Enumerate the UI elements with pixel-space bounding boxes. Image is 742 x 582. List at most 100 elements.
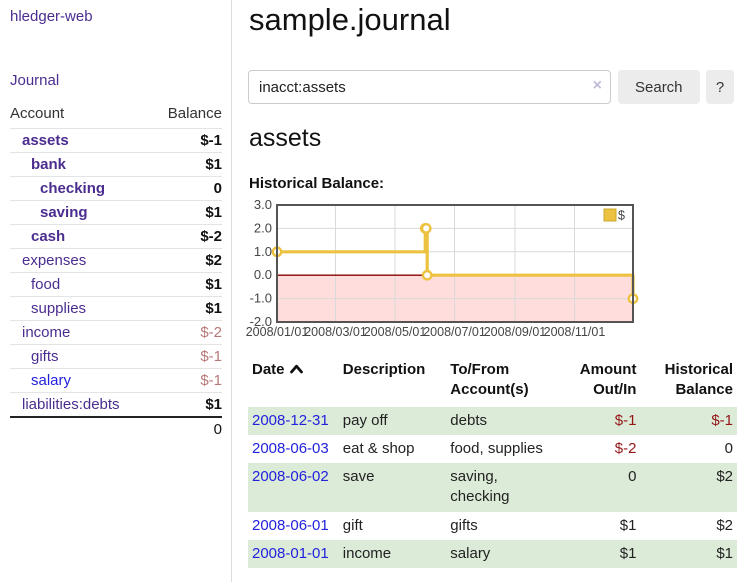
x-axis-tick-label: 2008/01/01 (246, 325, 309, 339)
help-button[interactable]: ? (706, 70, 734, 104)
historical-balance-chart: 3.02.01.00.0-1.0-2.02008/01/012008/03/01… (240, 199, 742, 344)
transaction-accounts: saving, checking (446, 463, 560, 512)
accounts-total-value: 0 (152, 417, 222, 441)
account-balance: $-1 (152, 345, 222, 369)
account-link[interactable]: saving (10, 204, 88, 221)
legend-label: $ (618, 209, 625, 223)
account-balance: 0 (152, 177, 222, 201)
accounts-header-balance: Balance (152, 102, 222, 129)
register-header-row: Date Description To/From Account(s) Amou… (248, 358, 737, 407)
account-row: assets $-1 (10, 129, 222, 153)
account-row: expenses $2 (10, 249, 222, 273)
transaction-amount: $1 (560, 512, 640, 540)
transaction-amount: $-1 (560, 407, 640, 435)
column-header-date[interactable]: Date (248, 358, 339, 407)
column-header-amount: Amount Out/In (560, 358, 640, 407)
account-link[interactable]: liabilities:debts (10, 396, 120, 413)
transaction-balance: 0 (640, 435, 737, 463)
account-link[interactable]: expenses (10, 252, 86, 269)
account-row: salary $-1 (10, 369, 222, 393)
transaction-row: 2008-12-31 pay off debts $-1 $-1 (248, 407, 737, 435)
transaction-description: income (339, 540, 447, 568)
account-row: bank $1 (10, 153, 222, 177)
account-row: food $1 (10, 273, 222, 297)
chart-data-point (422, 224, 430, 232)
account-row: supplies $1 (10, 297, 222, 321)
account-balance: $-2 (152, 321, 222, 345)
transaction-row: 2008-01-01 income salary $1 $1 (248, 540, 737, 568)
transaction-balance: $1 (640, 540, 737, 568)
column-header-description: Description (339, 358, 447, 407)
clear-search-icon[interactable]: × (593, 77, 602, 95)
account-row: gifts $-1 (10, 345, 222, 369)
account-balance: $1 (152, 273, 222, 297)
accounts-total-row: 0 (10, 417, 222, 441)
transaction-accounts: debts (446, 407, 560, 435)
chart-canvas: 3.02.01.00.0-1.0-2.02008/01/012008/03/01… (240, 199, 742, 344)
account-balance: $2 (152, 249, 222, 273)
transaction-description: gift (339, 512, 447, 540)
account-link[interactable]: cash (10, 228, 65, 245)
page-title: sample.journal (249, 2, 451, 38)
y-axis-tick-label: 3.0 (254, 199, 272, 212)
account-balance: $-1 (152, 129, 222, 153)
x-axis-tick-label: 2008/07/01 (423, 325, 486, 339)
column-header-date-label: Date (252, 361, 285, 378)
account-link[interactable]: salary (10, 372, 71, 389)
transaction-accounts: salary (446, 540, 560, 568)
account-title: assets (249, 124, 321, 153)
transaction-accounts: gifts (446, 512, 560, 540)
account-link[interactable]: gifts (10, 348, 59, 365)
chart-data-point (423, 271, 431, 279)
transaction-date-link[interactable]: 2008-06-02 (252, 468, 329, 485)
account-link[interactable]: assets (10, 132, 69, 149)
column-header-accounts: To/From Account(s) (446, 358, 560, 407)
transaction-amount: $-2 (560, 435, 640, 463)
sidebar: hledger-web Journal Account Balance asse… (0, 0, 232, 582)
account-row: checking 0 (10, 177, 222, 201)
transaction-balance: $-1 (640, 407, 737, 435)
search-button[interactable]: Search (618, 70, 700, 104)
transaction-amount: 0 (560, 463, 640, 512)
transaction-date-link[interactable]: 2008-12-31 (252, 412, 329, 429)
y-axis-tick-label: 1.0 (254, 244, 272, 259)
accounts-header-account: Account (10, 102, 152, 129)
legend-swatch (604, 209, 616, 221)
transaction-description: save (339, 463, 447, 512)
account-link[interactable]: bank (10, 156, 66, 173)
account-row: liabilities:debts $1 (10, 393, 222, 418)
account-balance: $1 (152, 153, 222, 177)
sort-ascending-icon (290, 360, 303, 380)
transaction-description: pay off (339, 407, 447, 435)
transaction-amount: $1 (560, 540, 640, 568)
search-input-wrap: × (248, 70, 611, 104)
account-row: cash $-2 (10, 225, 222, 249)
account-link[interactable]: food (10, 276, 60, 293)
transaction-balance: $2 (640, 512, 737, 540)
x-axis-tick-label: 2008/11/01 (544, 325, 606, 339)
accounts-total-spacer (10, 417, 152, 441)
transaction-row: 2008-06-03 eat & shop food, supplies $-2… (248, 435, 737, 463)
account-balance: $1 (152, 297, 222, 321)
account-link[interactable]: income (10, 324, 70, 341)
search-input[interactable] (248, 70, 611, 104)
x-axis-tick-label: 2008/09/01 (484, 325, 547, 339)
y-axis-tick-label: 2.0 (254, 220, 272, 235)
accounts-table: Account Balance assets $-1 bank $1 check… (10, 102, 222, 441)
transaction-balance: $2 (640, 463, 737, 512)
transaction-description: eat & shop (339, 435, 447, 463)
y-axis-tick-label: -1.0 (250, 291, 272, 306)
search-form: × Search ? (248, 70, 734, 104)
account-link[interactable]: supplies (10, 300, 86, 317)
transaction-date-link[interactable]: 2008-01-01 (252, 545, 329, 562)
x-axis-tick-label: 2008/03/01 (304, 325, 367, 339)
y-axis-tick-label: 0.0 (254, 267, 272, 282)
account-link[interactable]: checking (10, 180, 105, 197)
account-balance: $-2 (152, 225, 222, 249)
sidebar-item-journal[interactable]: Journal (10, 72, 59, 89)
transaction-date-link[interactable]: 2008-06-03 (252, 440, 329, 457)
account-row: saving $1 (10, 201, 222, 225)
brand-link[interactable]: hledger-web (10, 8, 93, 25)
transaction-date-link[interactable]: 2008-06-01 (252, 517, 329, 534)
transaction-row: 2008-06-02 save saving, checking 0 $2 (248, 463, 737, 512)
